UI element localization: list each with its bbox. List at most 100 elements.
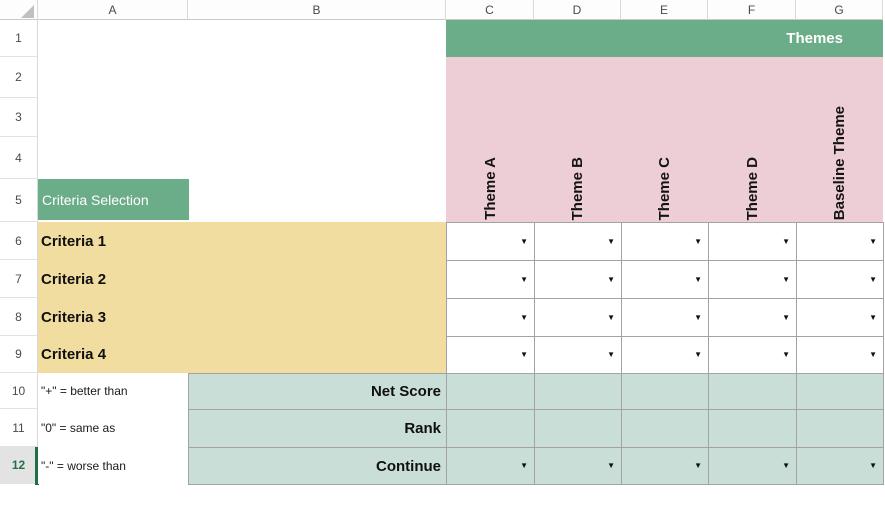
rating-cell-theme-a-criteria-1[interactable]: ▼ [446,222,535,261]
net-score-cell-theme-b[interactable] [534,373,622,410]
rating-cell-baseline-criteria-3[interactable]: ▼ [796,298,884,337]
theme-column-cell-theme-b[interactable]: Theme B [534,57,621,222]
dropdown-arrow-icon[interactable]: ▼ [520,312,528,322]
rating-cell-theme-b-criteria-1[interactable]: ▼ [534,222,622,261]
rating-cell-theme-d-criteria-3[interactable]: ▼ [708,298,797,337]
rating-cell-baseline-criteria-2[interactable]: ▼ [796,260,884,299]
net-score-cell-theme-d[interactable] [708,373,797,410]
row-header-9[interactable]: 9 [0,336,38,373]
rank-label-cell[interactable]: Rank [188,409,447,448]
rating-cell-theme-d-criteria-4[interactable]: ▼ [708,336,797,374]
rating-cell-baseline-criteria-1[interactable]: ▼ [796,222,884,261]
row-header-10[interactable]: 10 [0,373,38,409]
dropdown-arrow-icon[interactable]: ▼ [694,274,702,284]
dropdown-arrow-icon[interactable]: ▼ [607,350,615,359]
rating-cell-theme-d-criteria-2[interactable]: ▼ [708,260,797,299]
row-header-11[interactable]: 11 [0,409,38,447]
rating-cell-theme-b-criteria-4[interactable]: ▼ [534,336,622,374]
criteria-selection-title-cell[interactable]: Criteria Selection [38,179,189,220]
row-header-12-active[interactable]: 12 [0,447,38,484]
dropdown-arrow-icon[interactable]: ▼ [869,236,877,246]
criteria-3-cell[interactable]: Criteria 3 [38,298,446,336]
dropdown-arrow-icon[interactable]: ▼ [607,274,615,284]
row-header-6[interactable]: 6 [0,222,38,260]
theme-column-cell-theme-c[interactable]: Theme C [621,57,708,222]
legend-better-than[interactable]: "+" = better than [38,373,188,409]
row-header-5[interactable]: 5 [0,179,38,222]
rank-cell-theme-d[interactable] [708,409,797,448]
legend-worse-than[interactable]: "-" = worse than [38,447,188,484]
continue-label-cell[interactable]: Continue [188,447,447,485]
themes-title: Themes [786,30,843,47]
column-header-f[interactable]: F [708,0,796,20]
dropdown-arrow-icon[interactable]: ▼ [869,461,877,470]
rank-cell-theme-b[interactable] [534,409,622,448]
row-header-7[interactable]: 7 [0,260,38,298]
dropdown-arrow-icon[interactable]: ▼ [520,461,528,470]
dropdown-arrow-icon[interactable]: ▼ [607,461,615,470]
criteria-2-cell[interactable]: Criteria 2 [38,260,446,298]
rating-cell-theme-a-criteria-2[interactable]: ▼ [446,260,535,299]
dropdown-arrow-icon[interactable]: ▼ [607,236,615,246]
themes-header-cell[interactable]: Themes [446,20,883,57]
dropdown-arrow-icon[interactable]: ▼ [782,274,790,284]
rank-cell-baseline[interactable] [796,409,884,448]
criteria-4-cell[interactable]: Criteria 4 [38,336,446,373]
net-score-label-cell[interactable]: Net Score [188,373,447,410]
dropdown-arrow-icon[interactable]: ▼ [694,350,702,359]
rating-cell-theme-d-criteria-1[interactable]: ▼ [708,222,797,261]
net-score-cell-theme-c[interactable] [621,373,709,410]
continue-cell-theme-c[interactable]: ▼ [621,447,709,485]
theme-b-label: Theme B [569,156,586,220]
row-header-1[interactable]: 1 [0,20,38,57]
net-score-cell-theme-a[interactable] [446,373,535,410]
theme-column-cell-theme-d[interactable]: Theme D [708,57,796,222]
continue-cell-baseline[interactable]: ▼ [796,447,884,485]
dropdown-arrow-icon[interactable]: ▼ [782,236,790,246]
column-header-d[interactable]: D [534,0,621,20]
dropdown-arrow-icon[interactable]: ▼ [520,274,528,284]
dropdown-arrow-icon[interactable]: ▼ [782,312,790,322]
column-header-a[interactable]: A [38,0,188,20]
dropdown-arrow-icon[interactable]: ▼ [607,312,615,322]
theme-column-cell-theme-a[interactable]: Theme A [446,57,534,222]
column-header-e[interactable]: E [621,0,708,20]
rating-cell-theme-a-criteria-3[interactable]: ▼ [446,298,535,337]
row-header-3[interactable]: 3 [0,98,38,137]
rank-cell-theme-a[interactable] [446,409,535,448]
rating-cell-theme-c-criteria-4[interactable]: ▼ [621,336,709,374]
dropdown-arrow-icon[interactable]: ▼ [869,312,877,322]
column-header-g[interactable]: G [796,0,883,20]
continue-cell-theme-b[interactable]: ▼ [534,447,622,485]
rating-cell-theme-c-criteria-1[interactable]: ▼ [621,222,709,261]
row-header-2[interactable]: 2 [0,57,38,98]
continue-cell-theme-a[interactable]: ▼ [446,447,535,485]
dropdown-arrow-icon[interactable]: ▼ [782,461,790,470]
dropdown-arrow-icon[interactable]: ▼ [694,236,702,246]
rating-cell-theme-b-criteria-2[interactable]: ▼ [534,260,622,299]
dropdown-arrow-icon[interactable]: ▼ [694,312,702,322]
criteria-1-cell[interactable]: Criteria 1 [38,222,446,260]
row-header-8[interactable]: 8 [0,298,38,336]
rating-cell-theme-b-criteria-3[interactable]: ▼ [534,298,622,337]
dropdown-arrow-icon[interactable]: ▼ [520,350,528,359]
net-score-cell-baseline[interactable] [796,373,884,410]
dropdown-arrow-icon[interactable]: ▼ [520,236,528,246]
theme-column-cell-baseline[interactable]: Baseline Theme [796,57,883,222]
rank-cell-theme-c[interactable] [621,409,709,448]
dropdown-arrow-icon[interactable]: ▼ [869,350,877,359]
theme-c-label: Theme C [656,156,673,220]
row-header-4[interactable]: 4 [0,137,38,179]
rating-cell-theme-c-criteria-2[interactable]: ▼ [621,260,709,299]
legend-same-as[interactable]: "0" = same as [38,409,188,447]
dropdown-arrow-icon[interactable]: ▼ [869,274,877,284]
dropdown-arrow-icon[interactable]: ▼ [694,461,702,470]
column-header-b[interactable]: B [188,0,446,20]
select-all-corner[interactable] [0,0,38,20]
rating-cell-theme-c-criteria-3[interactable]: ▼ [621,298,709,337]
continue-cell-theme-d[interactable]: ▼ [708,447,797,485]
column-header-c[interactable]: C [446,0,534,20]
dropdown-arrow-icon[interactable]: ▼ [782,350,790,359]
rating-cell-theme-a-criteria-4[interactable]: ▼ [446,336,535,374]
rating-cell-baseline-criteria-4[interactable]: ▼ [796,336,884,374]
